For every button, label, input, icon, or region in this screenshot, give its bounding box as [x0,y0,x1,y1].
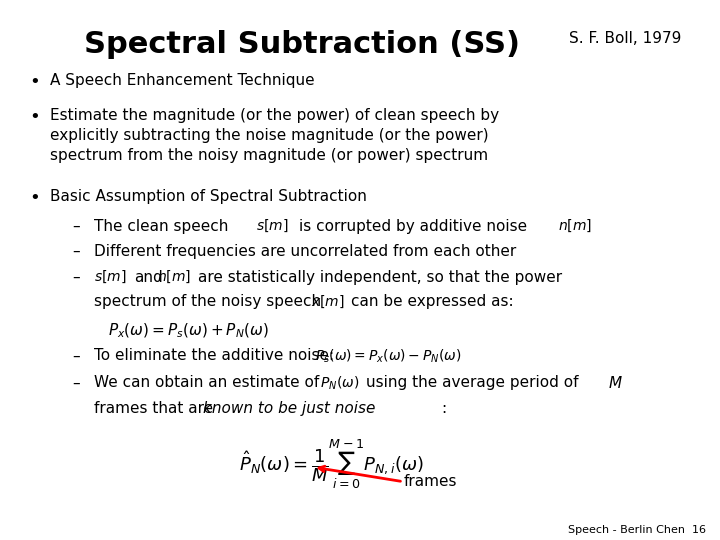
Text: $P_s(\omega) = P_x(\omega) - P_N(\omega)$: $P_s(\omega) = P_x(\omega) - P_N(\omega)… [315,347,462,365]
Text: Different frequencies are uncorrelated from each other: Different frequencies are uncorrelated f… [94,244,516,259]
Text: $M$: $M$ [608,375,623,391]
Text: •: • [29,189,40,207]
Text: $n[m]$: $n[m]$ [157,269,191,285]
Text: •: • [29,108,40,126]
Text: –: – [72,375,80,390]
Text: known to be just noise: known to be just noise [203,401,375,416]
Text: A Speech Enhancement Technique: A Speech Enhancement Technique [50,73,315,88]
Text: $n[m]$: $n[m]$ [558,218,592,234]
Text: •: • [29,73,40,91]
Text: $P_x(\omega) = P_s(\omega) + P_N(\omega)$: $P_x(\omega) = P_s(\omega) + P_N(\omega)… [108,321,269,340]
Text: $s[m]$: $s[m]$ [94,269,126,285]
Text: :: : [441,401,446,416]
Text: Basic Assumption of Spectral Subtraction: Basic Assumption of Spectral Subtraction [50,189,367,204]
Text: –: – [72,219,80,234]
Text: Speech - Berlin Chen  16: Speech - Berlin Chen 16 [567,524,706,535]
Text: spectrum of the noisy speech: spectrum of the noisy speech [94,294,320,309]
Text: using the average period of: using the average period of [366,375,578,390]
Text: $x[m]$: $x[m]$ [311,293,345,309]
Text: S. F. Boll, 1979: S. F. Boll, 1979 [569,31,681,46]
Text: $s[m]$: $s[m]$ [256,218,288,234]
Text: and: and [134,270,163,285]
Text: frames that are: frames that are [94,401,212,416]
Text: can be expressed as:: can be expressed as: [351,294,513,309]
Text: –: – [72,348,80,363]
Text: $P_N(\omega)$: $P_N(\omega)$ [320,374,360,392]
Text: The clean speech: The clean speech [94,219,228,234]
Text: are statistically independent, so that the power: are statistically independent, so that t… [198,270,562,285]
Text: –: – [72,270,80,285]
Text: frames: frames [403,474,456,489]
Text: To eliminate the additive noise:: To eliminate the additive noise: [94,348,334,363]
Text: Estimate the magnitude (or the power) of clean speech by
explicitly subtracting : Estimate the magnitude (or the power) of… [50,108,500,163]
Text: –: – [72,244,80,259]
Text: $\hat{P}_N(\omega) = \dfrac{1}{M} \sum_{i=0}^{M-1} P_{N,i}(\omega)$: $\hat{P}_N(\omega) = \dfrac{1}{M} \sum_{… [239,437,423,491]
Text: Spectral Subtraction (SS): Spectral Subtraction (SS) [84,30,521,59]
Text: is corrupted by additive noise: is corrupted by additive noise [299,219,527,234]
Text: We can obtain an estimate of: We can obtain an estimate of [94,375,319,390]
